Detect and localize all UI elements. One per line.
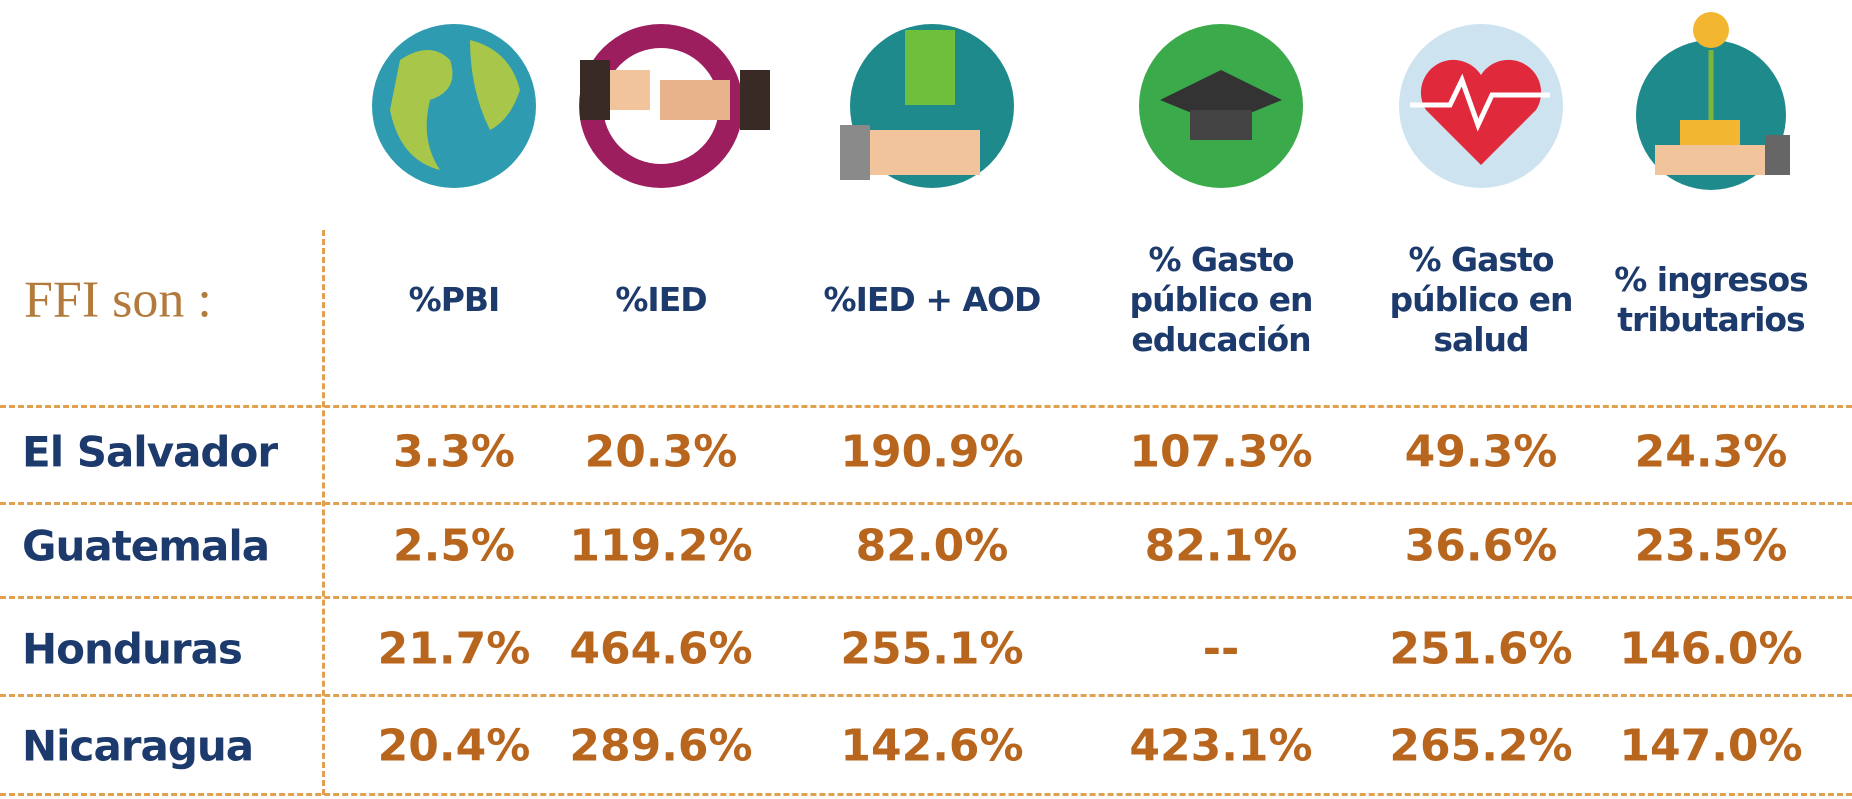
- cell-value: 265.2%: [1389, 721, 1572, 772]
- header-line: % Gasto: [1390, 240, 1573, 280]
- country-label: Guatemala: [22, 522, 269, 571]
- header-line: % ingresos: [1614, 260, 1808, 300]
- header-line: tributarios: [1614, 300, 1808, 340]
- header-line: salud: [1390, 320, 1573, 360]
- icons: [0, 0, 1852, 230]
- handshake-icon: [579, 24, 770, 188]
- cell-value: 23.5%: [1635, 521, 1788, 572]
- header-line: % Gasto: [1130, 240, 1313, 280]
- cell-value: 49.3%: [1405, 427, 1558, 478]
- cell-value: --: [1203, 624, 1240, 675]
- cell-value: 20.3%: [585, 427, 738, 478]
- column-header: %IED: [615, 280, 706, 320]
- health-icon: [1399, 24, 1563, 188]
- header-line: educación: [1130, 320, 1313, 360]
- cell-value: 24.3%: [1635, 427, 1788, 478]
- corner-label: FFI son :: [24, 271, 212, 330]
- cell-value: 3.3%: [393, 427, 515, 478]
- cell-value: 82.1%: [1145, 521, 1298, 572]
- cell-value: 36.6%: [1405, 521, 1558, 572]
- country-label: El Salvador: [22, 428, 277, 477]
- cell-value: 142.6%: [840, 721, 1023, 772]
- money-icon: [840, 24, 1014, 188]
- cell-value: 147.0%: [1619, 721, 1802, 772]
- divider: [322, 230, 325, 795]
- row-separator: [0, 405, 1852, 408]
- header-line: %IED: [615, 280, 706, 320]
- infographic: FFI son : %PBI%IED%IED + AOD% Gastopúbli…: [0, 0, 1852, 799]
- header-line: %PBI: [409, 280, 500, 320]
- row-separator: [0, 694, 1852, 697]
- cell-value: 82.0%: [856, 521, 1009, 572]
- cell-value: 423.1%: [1129, 721, 1312, 772]
- country-label: Nicaragua: [22, 722, 253, 771]
- cell-value: 190.9%: [840, 427, 1023, 478]
- cell-value: 107.3%: [1129, 427, 1312, 478]
- cell-value: 289.6%: [569, 721, 752, 772]
- education-icon: [1139, 24, 1303, 188]
- row-separator: [0, 793, 1852, 796]
- cell-value: 251.6%: [1389, 624, 1572, 675]
- cell-value: 20.4%: [378, 721, 531, 772]
- row-separator: [0, 596, 1852, 599]
- column-header: %IED + AOD: [824, 280, 1041, 320]
- cell-value: 2.5%: [393, 521, 515, 572]
- cell-value: 255.1%: [840, 624, 1023, 675]
- country-label: Honduras: [22, 625, 242, 674]
- row-separator: [0, 502, 1852, 505]
- header-line: público en: [1390, 280, 1573, 320]
- header-line: público en: [1130, 280, 1313, 320]
- header-line: %IED + AOD: [824, 280, 1041, 320]
- cell-value: 464.6%: [569, 624, 752, 675]
- cell-value: 21.7%: [378, 624, 531, 675]
- cell-value: 146.0%: [1619, 624, 1802, 675]
- column-header: %PBI: [409, 280, 500, 320]
- taxes-icon: [1636, 12, 1790, 190]
- cell-value: 119.2%: [569, 521, 752, 572]
- globe-icon: [372, 24, 536, 188]
